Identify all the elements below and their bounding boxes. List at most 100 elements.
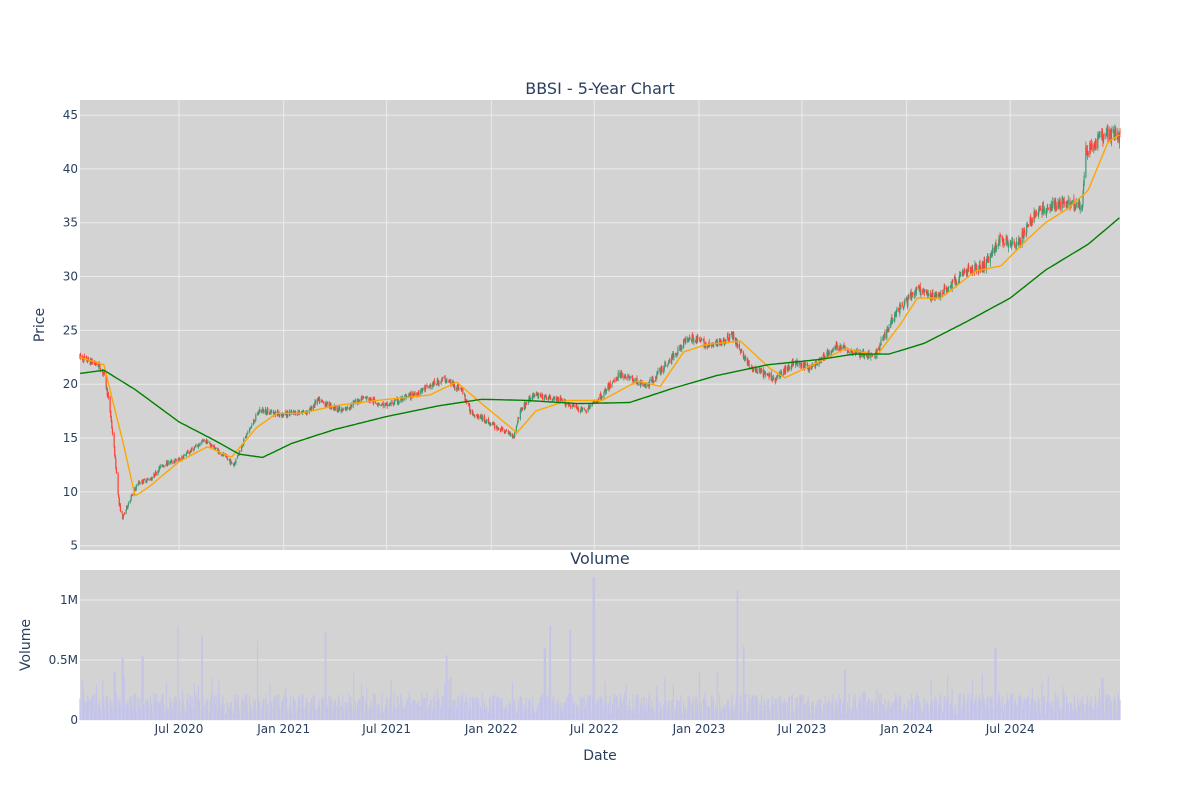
candle-body	[312, 406, 314, 410]
x-tick-label: Jan 2024	[879, 722, 933, 736]
candle-body	[257, 413, 259, 415]
volume-bar	[302, 709, 305, 720]
candle-body	[193, 449, 195, 451]
price-grid	[80, 100, 1120, 550]
volume-bar	[1077, 697, 1079, 720]
candle-body	[1058, 202, 1060, 208]
candle-body	[174, 458, 177, 460]
candle-body	[105, 374, 107, 389]
candle-body	[652, 376, 654, 381]
volume-bar	[882, 703, 884, 720]
candle-body	[234, 462, 236, 465]
candle-body	[1089, 145, 1092, 150]
candle-body	[121, 510, 123, 514]
volume-bar	[151, 703, 153, 720]
volume-bar	[358, 698, 360, 720]
volume-bar	[474, 696, 476, 720]
candle-body	[997, 244, 999, 246]
candle-body	[498, 428, 500, 430]
candle-body	[948, 286, 950, 288]
volume-bar	[609, 695, 611, 720]
candle-body	[320, 400, 322, 403]
candle-body	[482, 416, 484, 421]
candle-body	[627, 376, 629, 380]
candle-body	[334, 405, 337, 409]
candle-body	[691, 334, 693, 342]
volume-bar	[151, 712, 153, 720]
candle-body	[438, 381, 440, 385]
volume-bar	[681, 713, 683, 720]
candle-body	[338, 406, 341, 411]
candle-body	[580, 409, 582, 412]
candle-body	[1055, 201, 1057, 204]
candle-body	[264, 409, 267, 414]
candle-body	[721, 341, 723, 346]
candle-body	[368, 398, 370, 402]
candle-body	[287, 411, 289, 417]
volume-bar	[499, 698, 502, 720]
candle-body	[291, 411, 293, 414]
volume-bar	[975, 694, 977, 720]
candle-body	[1085, 147, 1088, 151]
candle-body	[543, 397, 545, 401]
candle-body	[514, 432, 516, 438]
volume-bar	[858, 699, 861, 720]
candle-body	[248, 428, 251, 433]
candle-body	[179, 458, 181, 461]
candle-body	[911, 293, 913, 299]
volume-bar	[593, 577, 595, 720]
candle-body	[86, 361, 88, 363]
candle-body	[283, 413, 285, 416]
candle-body	[908, 295, 910, 298]
volume-bar	[1091, 707, 1093, 720]
candle-body	[1075, 207, 1077, 209]
volume-bar	[791, 693, 793, 720]
candle-body	[589, 405, 591, 410]
volume-bar	[871, 700, 874, 720]
x-axis-title: Date	[583, 748, 616, 764]
volume-bar	[526, 711, 528, 720]
volume-bar	[139, 709, 141, 720]
volume-bar	[880, 693, 882, 720]
volume-bar	[333, 703, 335, 720]
candle-body	[808, 365, 810, 371]
candle-body	[736, 339, 738, 346]
candle-body	[536, 393, 539, 396]
volume-bar	[633, 707, 635, 720]
candle-body	[683, 339, 685, 341]
candle-body	[940, 293, 942, 297]
volume-bar	[1047, 676, 1049, 720]
volume-bar	[354, 701, 356, 720]
candle-body	[962, 271, 964, 273]
volume-bar	[743, 646, 745, 720]
candle-body	[1083, 175, 1085, 186]
volume-bar	[306, 701, 309, 720]
volume-bar	[408, 693, 410, 720]
candle-body	[259, 409, 261, 413]
candle-body	[238, 450, 240, 454]
candle-body	[903, 307, 905, 309]
volume-bar	[672, 684, 674, 720]
price-y-tick-label: 35	[63, 216, 78, 230]
volume-bar	[135, 693, 137, 720]
candle-body	[433, 380, 436, 383]
candle-body	[433, 381, 435, 386]
candle-body	[337, 409, 339, 413]
candle-body	[263, 409, 265, 413]
candle-body	[122, 514, 124, 520]
candle-body	[356, 400, 358, 402]
candle-body	[719, 338, 721, 340]
volume-bar	[776, 712, 779, 720]
candle-body	[382, 402, 384, 404]
candle-body	[239, 451, 241, 453]
volume-bar	[227, 707, 229, 720]
candle-body	[238, 454, 240, 456]
candle-body	[734, 337, 737, 343]
candle-body	[165, 465, 167, 467]
volume-bar	[935, 699, 937, 720]
candle-body	[745, 357, 747, 360]
candle-body	[143, 478, 145, 481]
candle-body	[613, 379, 615, 382]
candle-body	[173, 461, 175, 463]
candle-body	[1051, 201, 1053, 209]
